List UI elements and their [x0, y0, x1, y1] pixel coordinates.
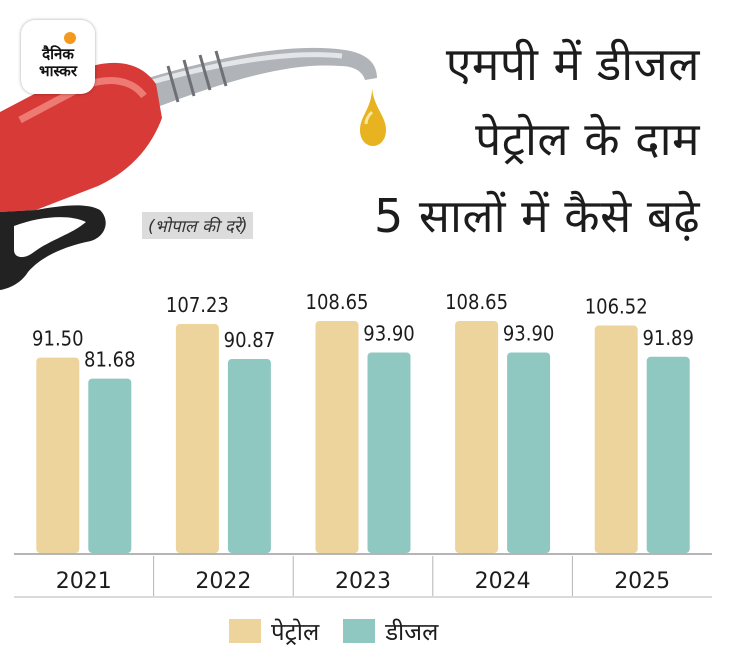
value-label-diesel-2025: 91.89 — [642, 326, 694, 350]
value-label-petrol-2025: 106.52 — [585, 295, 648, 319]
bar-diesel-2021 — [88, 378, 132, 553]
value-label-petrol-2024: 108.65 — [445, 290, 508, 314]
bar-petrol-2021 — [36, 357, 80, 553]
value-label-petrol-2022: 107.23 — [166, 293, 229, 317]
value-label-diesel-2022: 90.87 — [224, 328, 276, 352]
x-tick-label-2022: 2022 — [195, 569, 251, 594]
bar-petrol-2025 — [594, 325, 638, 553]
logo-text: दैनिक भास्कर — [39, 45, 77, 80]
subtitle-bhopal-rates: (भोपाल की दरें) — [142, 212, 254, 239]
value-label-diesel-2024: 93.90 — [503, 321, 555, 345]
value-label-petrol-2021: 91.50 — [32, 327, 84, 351]
legend: पेट्रोल डीजल — [229, 614, 452, 648]
dainik-bhaskar-logo: दैनिक भास्कर — [21, 20, 95, 94]
x-tick-label-2024: 2024 — [475, 569, 531, 594]
fuel-drop-icon — [360, 88, 386, 146]
legend-swatch-petrol — [229, 619, 261, 643]
bars-group — [36, 321, 690, 553]
bar-diesel-2023 — [367, 352, 411, 553]
sun-icon — [64, 32, 76, 44]
title-line-2: पेट्रोल के दाम — [475, 112, 700, 166]
bar-petrol-2022 — [175, 324, 219, 553]
fuel-nozzle-icon — [0, 47, 377, 290]
bar-diesel-2024 — [507, 352, 551, 553]
legend-item-diesel: डीजल — [343, 615, 438, 648]
x-tick-label-2025: 2025 — [614, 569, 670, 594]
value-label-petrol-2023: 108.65 — [306, 290, 369, 314]
x-tick-label-2023: 2023 — [335, 569, 391, 594]
bar-petrol-2024 — [455, 321, 499, 553]
bar-petrol-2023 — [315, 321, 359, 553]
value-label-diesel-2023: 93.90 — [363, 321, 415, 345]
value-label-diesel-2021: 81.68 — [84, 348, 136, 372]
legend-item-petrol: पेट्रोल — [229, 615, 319, 648]
bar-diesel-2025 — [646, 356, 690, 553]
title-line-1: एमपी में डीजल — [445, 37, 700, 91]
x-tick-label-2021: 2021 — [56, 569, 112, 594]
bar-diesel-2022 — [227, 358, 271, 553]
title-line-3: 5 सालों में कैसे बढ़े — [374, 189, 700, 243]
x-axis: 2021 2022 2023 2024 2025 — [14, 553, 712, 598]
legend-label-petrol: पेट्रोल — [271, 617, 320, 646]
legend-swatch-diesel — [343, 619, 376, 643]
legend-label-diesel: डीजल — [385, 617, 439, 646]
